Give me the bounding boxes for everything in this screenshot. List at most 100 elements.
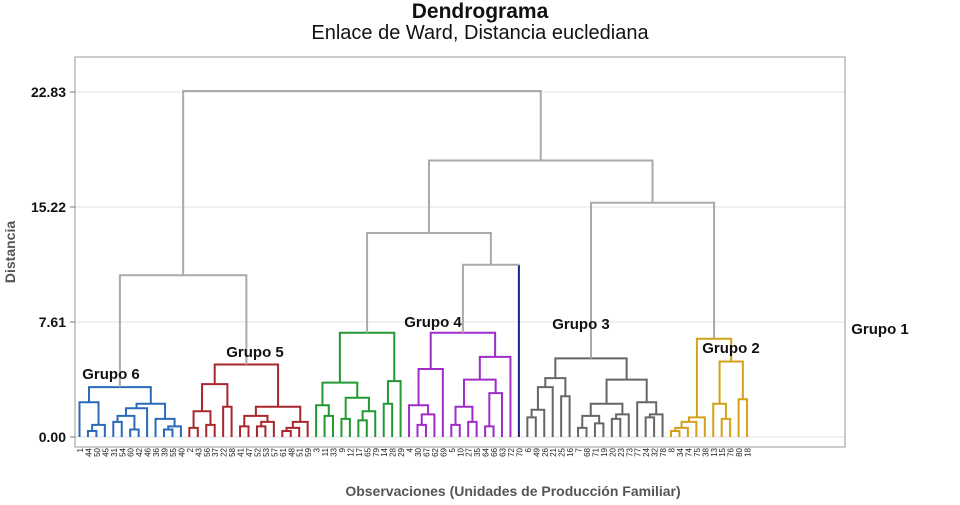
dendrogram-link xyxy=(526,416,537,437)
dendrogram-link xyxy=(338,331,396,383)
leaf-label: 37 xyxy=(211,447,220,456)
leaf-label: 41 xyxy=(237,447,246,456)
leaf-label: 7 xyxy=(575,447,584,452)
dendrogram-link xyxy=(478,355,512,437)
leaf-label: 26 xyxy=(541,447,550,456)
leaf-label: 73 xyxy=(625,447,634,456)
dendrogram-link xyxy=(118,274,248,388)
dendrogram-link xyxy=(285,426,301,437)
dendrogram-link xyxy=(129,428,140,437)
leaf-label: 60 xyxy=(127,447,136,456)
dendrogram-link xyxy=(581,414,601,428)
leaf-label: 40 xyxy=(177,447,186,456)
leaf-label: 72 xyxy=(507,447,516,456)
dendrogram-link xyxy=(382,402,394,437)
dendrogram-link xyxy=(467,420,478,437)
dendrogram-link xyxy=(416,423,427,437)
leaf-label: 19 xyxy=(600,447,609,456)
plot-frame xyxy=(74,56,846,448)
dendrogram-link xyxy=(670,429,681,437)
chart-title: Dendrograma xyxy=(411,0,549,23)
leaf-label: 28 xyxy=(389,447,398,456)
dendrogram-link xyxy=(577,426,588,437)
dendrogram-link xyxy=(554,357,628,380)
dendrogram-link xyxy=(243,414,269,427)
dendrogram-link xyxy=(429,331,497,369)
leaf-label: 64 xyxy=(482,447,491,456)
dendrogram-link xyxy=(188,426,199,437)
y-tick-label: 15.22 xyxy=(31,199,66,215)
x-axis-label: Observaciones (Unidades de Producción Fa… xyxy=(345,483,680,499)
cluster-label: Grupo 3 xyxy=(552,316,610,333)
leaf-label: 24 xyxy=(642,447,651,456)
dendrogram-link xyxy=(712,402,727,437)
chart-subtitle: Enlace de Ward, Distancia euclediana xyxy=(311,22,649,44)
dendrogram-link xyxy=(239,425,250,437)
leaf-label: 33 xyxy=(330,447,339,456)
leaf-label: 31 xyxy=(110,447,119,456)
leaf-label: 35 xyxy=(473,447,482,456)
dendrogram-link xyxy=(386,380,402,437)
leaf-label: 49 xyxy=(532,447,541,456)
leaf-label: 66 xyxy=(490,447,499,456)
leaf-label: 78 xyxy=(659,447,668,456)
leaf-label: 20 xyxy=(608,447,617,456)
dendrogram-link xyxy=(417,367,444,437)
leaf-label: 54 xyxy=(118,447,127,456)
leaf-label: 22 xyxy=(220,447,229,456)
dendrogram-link xyxy=(116,414,136,430)
leaf-label: 75 xyxy=(693,447,702,456)
dendrogram-link xyxy=(344,396,370,419)
leaf-label: 1 xyxy=(76,447,85,452)
dendrogram-link xyxy=(182,89,542,276)
dendrogram-link xyxy=(461,263,519,333)
leaf-label: 74 xyxy=(684,447,693,456)
leaf-label: 39 xyxy=(161,447,170,456)
leaf-label: 38 xyxy=(701,447,710,456)
leaf-label: 57 xyxy=(270,447,279,456)
leaf-label: 61 xyxy=(279,447,288,456)
dendrogram-link xyxy=(260,420,275,437)
leaf-label: 2 xyxy=(186,447,195,452)
cluster-label: Grupo 4 xyxy=(404,314,462,331)
dendrogram-link xyxy=(254,405,302,422)
dendrogram-link xyxy=(205,423,216,437)
leaf-label: 47 xyxy=(245,447,254,456)
y-tick-label: 22.83 xyxy=(31,84,66,100)
leaf-label: 59 xyxy=(304,447,313,456)
leaf-label: 43 xyxy=(194,447,203,456)
leaf-label: 76 xyxy=(727,447,736,456)
dendrogram-link xyxy=(615,413,630,437)
dendrogram-link xyxy=(315,404,330,437)
leaf-label: 29 xyxy=(397,447,406,456)
leaf-label: 56 xyxy=(203,447,212,456)
leaf-label: 67 xyxy=(422,447,431,456)
dendrogram-link xyxy=(91,423,106,437)
leaf-label: 6 xyxy=(524,447,533,452)
dendrogram-link xyxy=(593,422,605,437)
dendrogram-branches xyxy=(78,89,749,437)
dendrogram-link xyxy=(222,405,233,437)
leaf-label: 68 xyxy=(583,447,592,456)
leaf-label: 48 xyxy=(287,447,296,456)
leaf-label: 34 xyxy=(676,447,685,456)
dendrogram-link xyxy=(135,402,167,419)
cluster-label: Grupo 6 xyxy=(82,366,140,383)
dendrogram-link xyxy=(644,416,656,437)
dendrogram-link xyxy=(737,398,749,437)
grid-layer xyxy=(75,91,845,438)
leaf-label: 30 xyxy=(414,447,423,456)
dendrogram-link xyxy=(680,420,698,437)
leaf-label: 13 xyxy=(710,447,719,456)
leaf-label: 15 xyxy=(718,447,727,456)
leaf-label: 77 xyxy=(634,447,643,456)
dendrogram-link xyxy=(605,378,648,404)
leaf-label: 62 xyxy=(431,447,440,456)
dendrogram-link xyxy=(255,425,267,437)
leaf-label: 18 xyxy=(744,447,753,456)
leaf-label: 4 xyxy=(406,447,415,452)
dendrogram-link xyxy=(610,417,622,437)
dendrogram-link xyxy=(530,408,546,437)
dendrogram-link xyxy=(488,392,503,437)
dendrogram-link xyxy=(674,426,689,437)
